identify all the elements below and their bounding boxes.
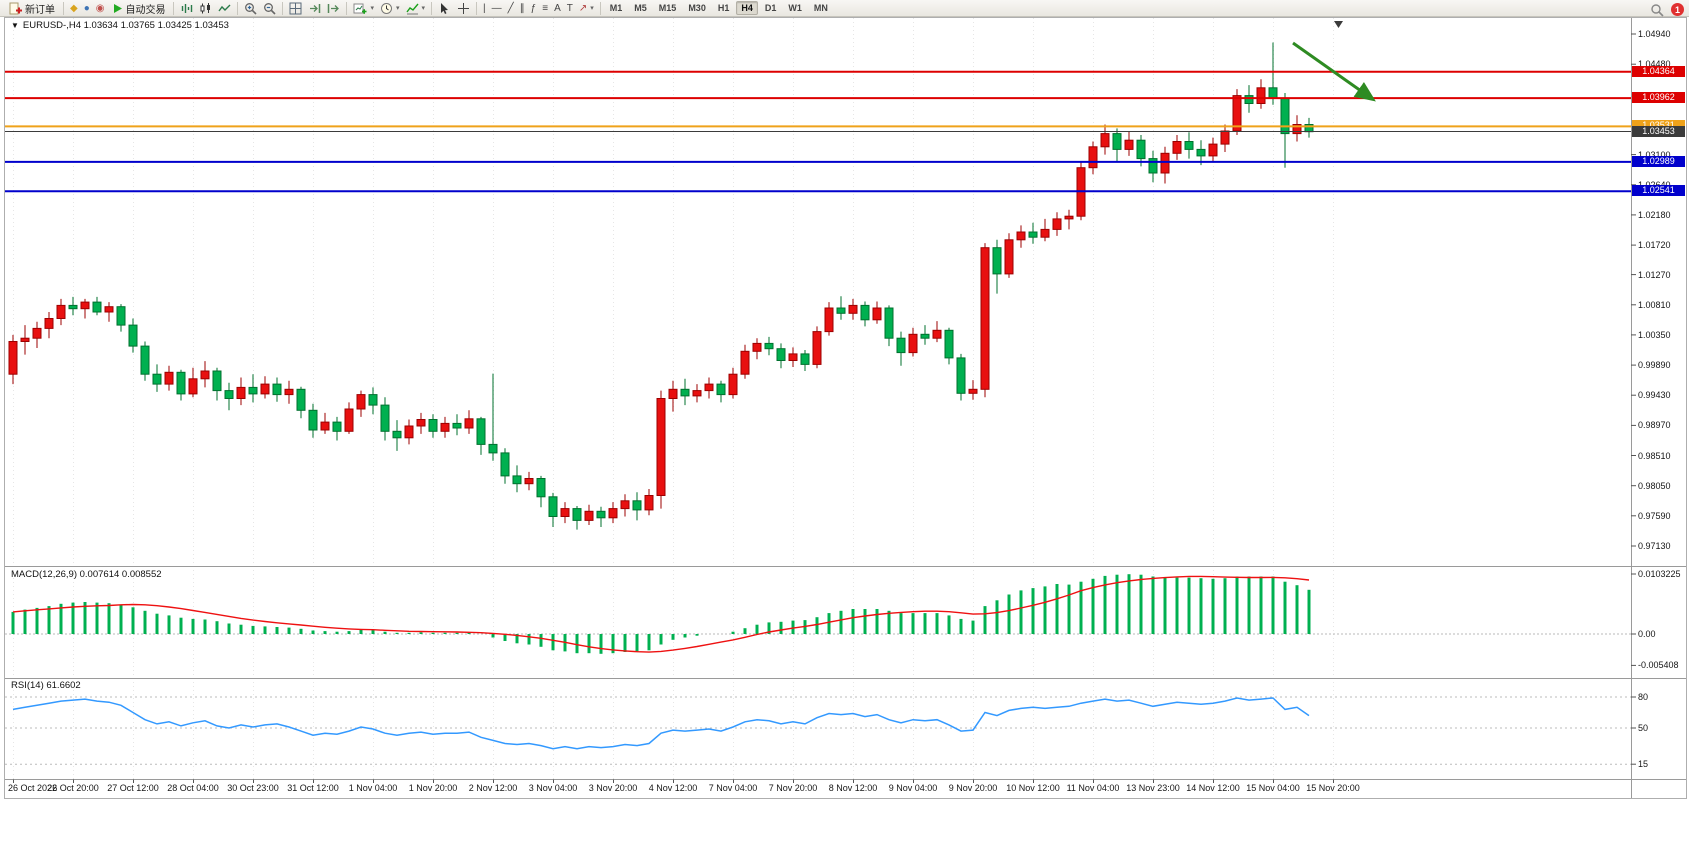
label-tool-button[interactable]: T [564,0,576,17]
periods-icon [380,2,393,15]
trendline-tool-button[interactable]: ╱ [505,0,517,17]
timeframe-h1-button[interactable]: H1 [717,3,730,13]
timeframe-w1-button[interactable]: W1 [788,3,802,13]
periods-button[interactable]: ▾ [377,0,403,17]
dropdown-caret-icon: ▾ [396,5,400,12]
toolbar-separator [237,1,239,15]
toolbar-groups: 新订单 ◆ ● ◉ 自动交易 ▾ ▾ ▾ | — ╱ ∥ ƒ ≡ A T ↗ ▾ M1 M5 M15 M30 H1 H4 D1 W… [4,0,834,17]
favorites-button[interactable]: ◆ [67,0,81,17]
new-chart-button[interactable]: ▾ [350,0,377,17]
alerts-button[interactable]: ◉ [93,0,108,17]
chart-canvas[interactable] [5,18,1686,798]
line-chart-button[interactable] [215,0,234,17]
trendline-tool-icon: ╱ [507,2,514,14]
horizontal-line-tool-button[interactable]: — [489,0,505,17]
crosshair-tool-icon [457,2,470,15]
shapes-tool-button[interactable]: ≡ [539,0,551,17]
community-button[interactable]: ● [81,0,93,17]
cursor-tool-icon [438,2,451,15]
toolbar-right: 1 [1647,1,1684,18]
dropdown-caret-icon: ▾ [590,5,594,12]
channel-tool-icon: ∥ [519,2,525,14]
zoom-out-icon [263,2,277,15]
timeframe-m5-button[interactable]: M5 [634,3,647,13]
auto-scroll-icon [308,2,321,15]
candles-layer [8,42,1314,530]
toolbar-separator [63,1,64,15]
horizontal-line-tool-icon: — [491,2,502,14]
dropdown-caret-icon: ▾ [421,5,426,12]
tile-windows-icon [289,2,302,15]
tile-windows-button[interactable] [286,0,305,17]
trend-arrow-annotation[interactable] [1292,41,1376,102]
auto-trading-button[interactable]: 自动交易 [107,0,170,17]
cursor-tool-button[interactable] [435,0,454,17]
zoom-in-button[interactable] [241,0,260,17]
toolbar-separator [282,1,284,15]
text-tool-button[interactable]: A [551,0,564,17]
new-order-button-label: 新订单 [25,4,55,16]
crosshair-tool-button[interactable] [454,0,473,17]
overlay-layer [5,18,1686,798]
macd-pane [5,574,1631,654]
community-icon: ● [83,2,90,14]
macd-header: MACD(12,26,9) 0.007614 0.008552 [11,569,162,580]
toolbar-separator [173,1,175,15]
rsi-pane [5,696,1631,765]
toolbar-separator [346,1,348,15]
chart-window[interactable]: ▼ EURUSD-,H4 1.03634 1.03765 1.03425 1.0… [4,17,1687,799]
timeframe-m30-button[interactable]: M30 [688,3,706,13]
chart-shift-marker-icon [1334,21,1343,28]
one-click-trading-toggle-icon[interactable]: ▼ [11,21,19,30]
timeframe-m1-button[interactable]: M1 [609,3,623,13]
toolbar-separator [431,1,433,15]
favorites-icon: ◆ [70,2,78,14]
notification-badge[interactable]: 1 [1671,3,1684,16]
chart-legend: ▼ EURUSD-,H4 1.03634 1.03765 1.03425 1.0… [11,20,229,31]
auto-trading-icon [112,3,123,14]
label-tool-icon: T [566,2,573,14]
chart-shift-button[interactable] [324,0,343,17]
vertical-line-tool-button[interactable]: | [480,0,489,17]
auto-scroll-button[interactable] [305,0,324,17]
auto-trading-button-label: 自动交易 [125,4,166,16]
candlestick-chart-button[interactable] [196,0,215,17]
bar-chart-icon [180,2,193,15]
new-order-icon [9,2,23,15]
timeframe-m15-button[interactable]: M15 [658,3,677,13]
fibonacci-tool-icon: ƒ [530,2,537,14]
indicators-icon [405,2,419,15]
bar-chart-button[interactable] [177,0,196,17]
dropdown-caret-icon: ▾ [370,5,374,12]
arrows-tool-icon: ↗ [578,2,588,14]
search-button[interactable] [1647,1,1667,18]
zoom-in-icon [244,2,258,15]
toolbar-separator [476,1,478,15]
rsi-header: RSI(14) 61.6602 [11,680,81,691]
fibonacci-tool-button[interactable]: ƒ [528,0,540,17]
indicators-button[interactable]: ▾ [403,0,429,17]
timeframe-d1-button[interactable]: D1 [764,3,777,13]
toolbar-separator [599,1,601,15]
chart-legend-text: EURUSD-,H4 1.03634 1.03765 1.03425 1.034… [22,20,229,31]
shapes-tool-icon: ≡ [542,2,549,14]
zoom-out-button[interactable] [260,0,279,17]
chart-shift-icon [327,2,340,15]
line-chart-icon [218,2,231,15]
vertical-line-tool-icon: | [483,2,486,14]
new-chart-icon [353,2,367,15]
text-tool-icon: A [554,2,561,14]
timeframe-mn-button[interactable]: MN [813,3,828,13]
channel-tool-button[interactable]: ∥ [517,0,528,17]
candlestick-chart-icon [199,2,212,15]
search-icon [1650,3,1664,17]
arrows-tool-button[interactable]: ↗ ▾ [576,0,597,17]
alerts-icon: ◉ [95,2,105,14]
main-toolbar: 新订单 ◆ ● ◉ 自动交易 ▾ ▾ ▾ | — ╱ ∥ ƒ ≡ A T ↗ ▾ M1 M5 M15 M30 H1 H4 D1 W… [0,0,1689,17]
new-order-button[interactable]: 新订单 [4,0,60,17]
timeframe-h4-button[interactable]: H4 [736,1,758,15]
